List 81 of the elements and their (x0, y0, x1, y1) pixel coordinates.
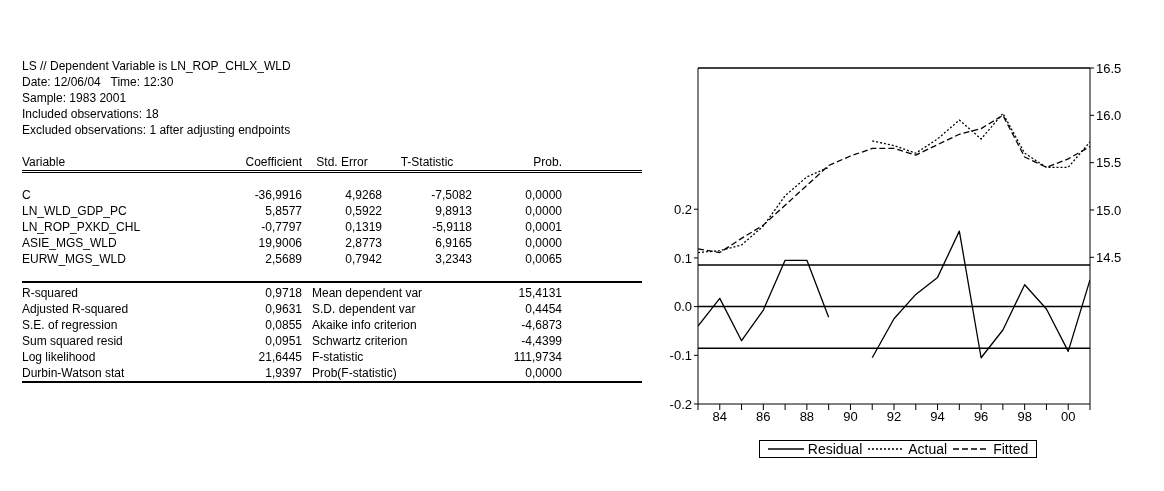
text: 6,9165 (434, 235, 472, 251)
text: 0,9631 (264, 301, 302, 317)
text: Schwartz criterion (312, 333, 409, 349)
text: S.E. of regression (22, 317, 119, 333)
text: F-statistic (312, 349, 365, 365)
text: S.D. dependent var (312, 301, 417, 317)
legend-label: Residual (807, 441, 863, 457)
text: Prob(F-statistic) (312, 365, 398, 381)
text: 0,0065 (524, 251, 562, 267)
text: Adjusted R-squared (22, 301, 130, 317)
text: 0,0000 (524, 235, 562, 251)
text: -36,9916 (253, 187, 302, 203)
text: Log likelihood (22, 349, 97, 365)
text: 21,6445 (257, 349, 302, 365)
text: Prob. (532, 154, 562, 170)
text: 0,5922 (344, 203, 382, 219)
x-tick-label: 00 (1060, 409, 1076, 425)
x-tick-label: 92 (886, 409, 902, 425)
text: Akaike info criterion (312, 317, 418, 333)
text: Sum squared resid (22, 333, 124, 349)
text: C (22, 187, 32, 203)
text: Excluded observations: 1 after adjusting endpoints (22, 122, 292, 138)
legend-label: Actual (908, 441, 948, 457)
text: 0,9718 (264, 285, 302, 301)
text: 4,9268 (344, 187, 382, 203)
text: 0,0951 (264, 333, 302, 349)
text: LN_ROP_PXKD_CHL (22, 219, 142, 235)
text: Included observations: 18 (22, 106, 160, 122)
text: 2,8773 (344, 235, 382, 251)
text: -4,4399 (520, 333, 562, 349)
x-tick-label: 98 (1017, 409, 1032, 425)
text: 19,9006 (257, 235, 302, 251)
text: -7,5082 (430, 187, 472, 203)
y-tick-label: -0.1 (669, 347, 692, 363)
text: 0,0001 (524, 219, 562, 235)
text: 3,2343 (434, 251, 472, 267)
text: 5,8577 (264, 203, 302, 219)
x-tick-label: 88 (799, 409, 815, 425)
y2-tick-label: 16.0 (1096, 107, 1122, 123)
y-tick-label: -0.2 (669, 396, 692, 412)
y2-tick-label: 14.5 (1096, 249, 1122, 265)
text: LS // Dependent Variable is LN_ROP_CHLX_WLD (22, 58, 292, 74)
x-tick-label: 84 (712, 409, 728, 425)
text: Variable (22, 154, 67, 170)
x-tick-label: 96 (973, 409, 989, 425)
text: 9,8913 (434, 203, 472, 219)
text: Sample: 1983 2001 (22, 90, 128, 106)
x-tick-label: 94 (930, 409, 945, 425)
text: 0,7942 (344, 251, 382, 267)
text: 0,1319 (344, 219, 382, 235)
text: LN_WLD_GDP_PC (22, 203, 128, 219)
text: -0,7797 (260, 219, 302, 235)
text: 0,0000 (524, 203, 562, 219)
text: T-Statistic (399, 154, 455, 170)
y2-tick-label: 15.5 (1096, 155, 1122, 171)
text: 0,0000 (524, 365, 562, 381)
text: 111,9734 (512, 349, 562, 365)
y-tick-label: 0.1 (673, 250, 692, 266)
text: 0,0855 (264, 317, 302, 333)
text: 0,4454 (524, 301, 562, 317)
text: Date: 12/06/04 Time: 12:30 (22, 74, 175, 90)
legend-label: Fitted (993, 441, 1029, 457)
text: Coefficient (244, 154, 302, 170)
text: Std. Error (315, 154, 369, 170)
text: -4,6873 (520, 317, 562, 333)
y-tick-label: 0.0 (673, 299, 692, 315)
text: -5,9118 (431, 219, 472, 235)
text: ASIE_MGS_WLD (22, 235, 118, 251)
text: 0,0000 (524, 187, 562, 203)
text: R-squared (22, 285, 80, 301)
x-tick-label: 90 (843, 409, 858, 425)
text: 2,5689 (264, 251, 302, 267)
y2-tick-label: 16.5 (1096, 60, 1122, 76)
text: Mean dependent var (312, 285, 424, 301)
text: 1,9397 (264, 365, 302, 381)
text: Durbin-Watson stat (22, 365, 126, 381)
x-tick-label: 86 (756, 409, 771, 425)
y-tick-label: 0.2 (673, 201, 692, 217)
text: 15,4131 (517, 285, 562, 301)
text: EURW_MGS_WLD (22, 251, 127, 267)
y2-tick-label: 15.0 (1096, 202, 1122, 218)
